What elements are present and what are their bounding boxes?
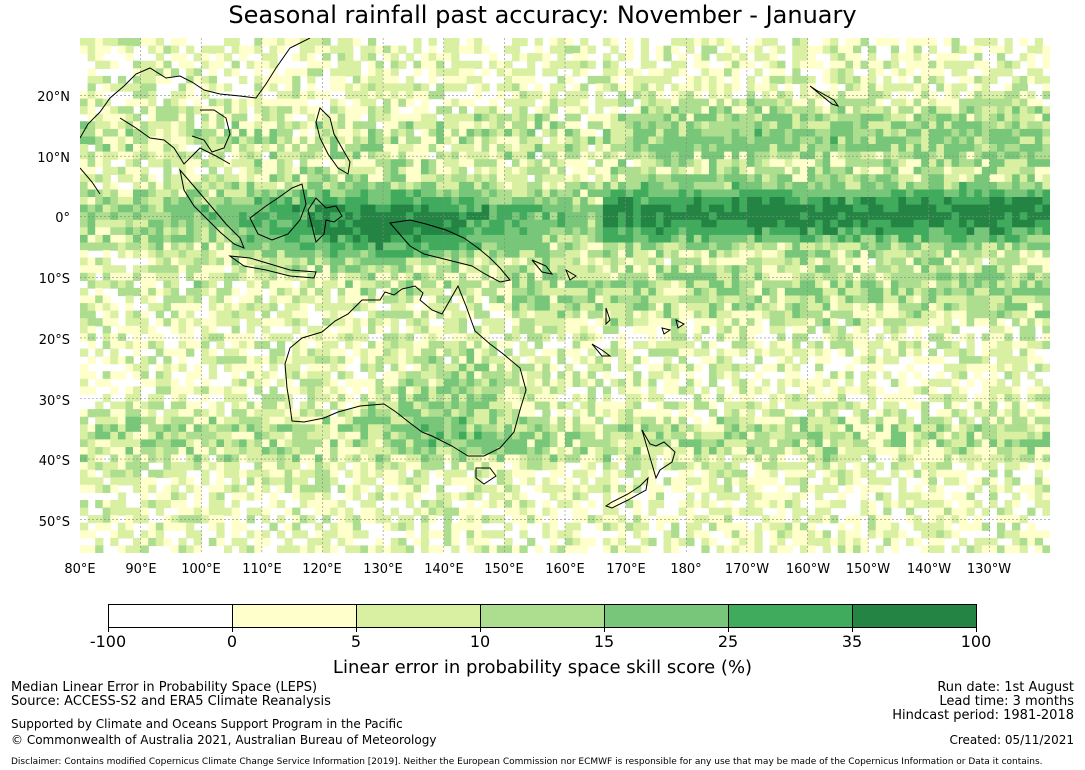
colorbar-tick-mark [852, 628, 853, 632]
new-caledonia-coastline [591, 343, 612, 357]
lon-label: 90°E [125, 562, 157, 577]
lat-label: 10°S [38, 272, 70, 287]
colorbar-tick-mark [356, 628, 357, 632]
colorbar-tick: 25 [717, 632, 739, 651]
lon-label: 170°W [724, 562, 770, 577]
lon-label: 140°W [906, 562, 952, 577]
coastlines [80, 38, 840, 509]
created-text: Created: 05/11/2021 [949, 733, 1074, 747]
fiji-coastline [661, 319, 685, 335]
new-zealand-north-coastline [641, 429, 676, 480]
method-text: Median Linear Error in Probability Space… [11, 680, 318, 695]
source-text: Source: ACCESS-S2 and ERA5 Climate Reana… [11, 694, 331, 709]
colorbar-tick: 15 [593, 632, 615, 651]
lon-label: 130°E [363, 562, 403, 577]
copyright-text: © Commonwealth of Australia 2021, Austra… [11, 733, 437, 747]
colorbar [108, 604, 977, 628]
colorbar-bin [481, 605, 605, 627]
colorbar-label: Linear error in probability space skill … [332, 657, 753, 678]
hindcast-text: Hindcast period: 1981-2018 [892, 708, 1074, 723]
sumatra-coastline [179, 168, 245, 249]
colorbar-tick-mark [108, 628, 109, 632]
philippines-coastline [315, 107, 351, 175]
solomon-islands-coastline [531, 259, 577, 281]
colorbar-tick: 0 [226, 632, 238, 651]
lon-label: 150°E [484, 562, 524, 577]
asia-mainland-coastline [80, 38, 311, 195]
colorbar-tick: 5 [350, 632, 362, 651]
lat-label: 20°N [37, 90, 70, 105]
skill-map [80, 38, 1050, 553]
colorbar-tick: -100 [89, 632, 127, 651]
run-date-text: Run date: 1st August [937, 680, 1074, 695]
colorbar-bin [357, 605, 481, 627]
colorbar-tick-mark [232, 628, 233, 632]
colorbar-tick: 100 [960, 632, 992, 651]
colorbar-tick-mark [480, 628, 481, 632]
disclaimer-text: Disclaimer: Contains modified Copernicus… [11, 757, 1043, 767]
lon-label: 180° [670, 562, 702, 577]
lat-label: 50°S [38, 515, 70, 530]
lon-label: 110°E [242, 562, 282, 577]
support-text: Supported by Climate and Oceans Support … [11, 717, 403, 731]
lon-label: 80°E [64, 562, 96, 577]
sulawesi-coastline [307, 197, 343, 243]
colorbar-tick-mark [976, 628, 977, 632]
lon-label: 100°E [181, 562, 221, 577]
lon-label: 170°E [606, 562, 646, 577]
lon-label: 150°W [845, 562, 891, 577]
lat-label: 20°S [38, 333, 70, 348]
lat-label: 40°S [38, 454, 70, 469]
colorbar-tick-mark [728, 628, 729, 632]
new-zealand-south-coastline [604, 476, 649, 509]
colorbar-bin [605, 605, 729, 627]
lon-label: 140°E [424, 562, 464, 577]
lead-time-text: Lead time: 3 months [939, 694, 1074, 709]
lon-label: 130°W [966, 562, 1012, 577]
australia-coastline [284, 284, 527, 457]
lon-label: 160°E [545, 562, 585, 577]
colorbar-bin [729, 605, 853, 627]
colorbar-bin [109, 605, 233, 627]
lon-label: 160°W [785, 562, 831, 577]
tasmania-coastline [475, 467, 497, 485]
colorbar-tick: 35 [841, 632, 863, 651]
chart-title: Seasonal rainfall past accuracy: Novembe… [228, 1, 857, 29]
colorbar-bin [853, 605, 976, 627]
colorbar-tick: 10 [469, 632, 491, 651]
new-guinea-coastline [389, 219, 511, 283]
hawaii-coastline [809, 85, 840, 107]
colorbar-bin [233, 605, 357, 627]
borneo-coastline [249, 183, 307, 241]
lat-label: 30°S [38, 394, 70, 409]
lat-label: 10°N [37, 151, 70, 166]
vanuatu-coastline [605, 307, 611, 326]
colorbar-tick-mark [604, 628, 605, 632]
java-coastline [228, 255, 317, 279]
lon-label: 120°E [302, 562, 342, 577]
lat-label: 0° [55, 211, 70, 226]
